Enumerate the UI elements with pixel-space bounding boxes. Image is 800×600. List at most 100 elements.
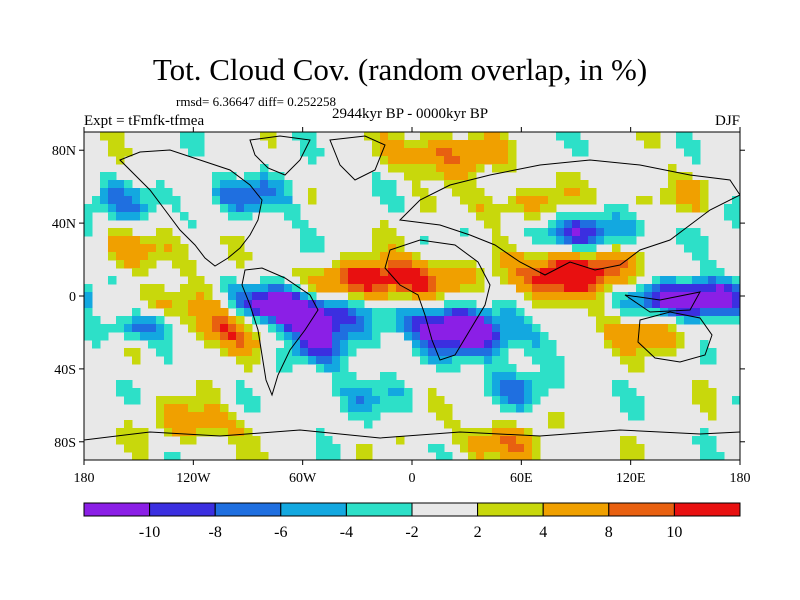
map-cell (716, 276, 725, 285)
map-cell (308, 188, 317, 197)
map-cell (604, 316, 613, 325)
map-cell (348, 348, 357, 357)
map-cell (348, 396, 357, 405)
map-cell (124, 188, 133, 197)
map-cell (388, 188, 397, 197)
map-cell (372, 188, 381, 197)
map-cell (316, 340, 325, 349)
map-cell (132, 316, 141, 325)
map-cell (620, 380, 629, 389)
map-cell (708, 444, 717, 453)
map-cell (164, 308, 173, 317)
map-cell (404, 140, 413, 149)
map-cell (700, 316, 709, 325)
map-cell (500, 252, 509, 261)
map-cell (372, 268, 381, 277)
map-cell (388, 156, 397, 165)
map-cell (108, 140, 117, 149)
map-cell (588, 244, 597, 253)
map-cell (556, 372, 565, 381)
map-cell (412, 292, 421, 301)
map-cell (340, 356, 349, 365)
map-cell (588, 300, 597, 309)
map-cell (548, 420, 557, 429)
map-cell (636, 452, 645, 460)
map-cell (380, 236, 389, 245)
map-cell (356, 388, 365, 397)
map-cell (436, 444, 445, 453)
map-cell (124, 244, 133, 253)
map-cell (372, 380, 381, 389)
map-cell (692, 180, 701, 189)
map-cell (236, 356, 245, 365)
map-cell (124, 388, 133, 397)
map-cell (268, 308, 277, 317)
colorbar-swatch (411, 502, 479, 517)
map-cell (660, 284, 669, 293)
map-cell (548, 300, 557, 309)
map-cell (316, 268, 325, 277)
map-cell (236, 388, 245, 397)
map-cell (636, 196, 645, 205)
map-cell (716, 316, 725, 325)
map-cell (332, 276, 341, 285)
map-cell (244, 404, 253, 413)
map-cell (356, 444, 365, 453)
map-cell (588, 268, 597, 277)
map-cell (516, 452, 525, 460)
map-cell (436, 332, 445, 341)
map-cell (332, 388, 341, 397)
map-cell (588, 212, 597, 221)
map-cell (236, 444, 245, 453)
map-cell (268, 188, 277, 197)
map-cell (460, 348, 469, 357)
map-cell (316, 276, 325, 285)
map-cell (572, 172, 581, 181)
map-cell (396, 252, 405, 261)
map-cell (396, 236, 405, 245)
map-cell (356, 308, 365, 317)
map-cell (228, 180, 237, 189)
map-cell (172, 300, 181, 309)
map-cell (116, 244, 125, 253)
map-cell (412, 252, 421, 261)
map-cell (428, 276, 437, 285)
map-cell (540, 228, 549, 237)
map-cell (420, 316, 429, 325)
map-cell (204, 340, 213, 349)
map-cell (500, 276, 509, 285)
map-cell (468, 316, 477, 325)
map-cell (524, 332, 533, 341)
map-cell (412, 316, 421, 325)
map-cell (524, 276, 533, 285)
map-cell (556, 220, 565, 229)
map-cell (156, 188, 165, 197)
map-cell (308, 308, 317, 317)
map-cell (420, 132, 429, 141)
map-cell (236, 188, 245, 197)
map-cell (468, 156, 477, 165)
map-cell (180, 316, 189, 325)
map-cell (108, 244, 117, 253)
map-cell (644, 132, 653, 141)
map-cell (612, 244, 621, 253)
map-cell (140, 204, 149, 213)
map-cell (412, 260, 421, 269)
map-cell (428, 148, 437, 157)
map-cell (644, 196, 653, 205)
map-cell (244, 444, 253, 453)
map-cell (588, 292, 597, 301)
map-cell (556, 300, 565, 309)
map-cell (700, 276, 709, 285)
map-cell (164, 428, 173, 437)
map-cell (668, 300, 677, 309)
map-cell (324, 268, 333, 277)
map-cell (84, 332, 93, 341)
map-cell (420, 164, 429, 173)
map-cell (556, 228, 565, 237)
map-cell (292, 308, 301, 317)
map-cell (428, 196, 437, 205)
map-cell (556, 356, 565, 365)
map-cell (476, 268, 485, 277)
